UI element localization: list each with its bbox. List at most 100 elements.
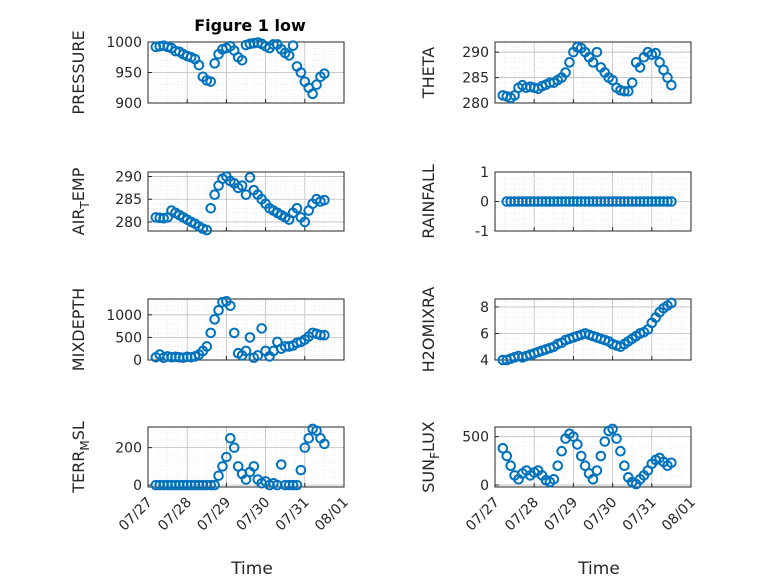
data-point	[591, 465, 603, 476]
data-point	[619, 460, 630, 472]
x-tick-label: 07/31	[273, 495, 313, 535]
x-axis-label: Time	[577, 559, 620, 579]
data-point	[248, 461, 260, 472]
data-point	[275, 459, 287, 470]
y-tick-label: 0	[480, 478, 489, 494]
y-tick-label: 0	[480, 195, 489, 211]
data-point	[666, 297, 677, 309]
y-tick-label: 950	[115, 66, 142, 82]
data-point	[221, 451, 232, 463]
data-point	[209, 479, 220, 491]
y-tick-label: 500	[115, 330, 142, 346]
x-tick-label: 07/30	[581, 495, 621, 535]
y-tick-label: 285	[462, 71, 489, 87]
data-point	[291, 479, 303, 491]
axes-border	[147, 171, 345, 232]
subplot-air-temp: 280 285 290 AIRTEMP	[69, 167, 345, 236]
data-point	[622, 86, 634, 97]
data-point	[615, 445, 626, 457]
data-point	[228, 327, 240, 339]
axes-border	[494, 41, 692, 104]
data-point	[662, 196, 673, 207]
data-point	[607, 423, 618, 435]
y-axis-label: RAINFALL	[419, 164, 438, 239]
axes-border	[494, 298, 692, 361]
x-tick-label: 08/01	[312, 495, 352, 535]
subplot-h2omixra: 4 6 8 H2OMIXRA	[419, 287, 692, 372]
data-point	[307, 88, 318, 100]
data-point	[319, 194, 330, 206]
y-axis-label: AIRTEMP	[69, 167, 92, 235]
subplot-mixdepth: 0 500 1000 MIXDEPTH	[69, 288, 345, 371]
y-axis-label: SUNFLUX	[419, 421, 442, 493]
axes-border	[147, 298, 345, 361]
data-point	[556, 445, 567, 457]
y-tick-label: 500	[462, 430, 489, 446]
data-point	[201, 224, 213, 236]
data-point	[201, 341, 213, 352]
data-point	[299, 442, 311, 453]
subplot-terr-msl: 0 200 TERRMSL 07/27 07/28 07/29 07/30 07/31 08/0…	[69, 421, 352, 579]
data-point	[319, 329, 330, 341]
x-tick-label: 07/27	[463, 495, 503, 535]
data-point	[240, 189, 252, 200]
data-point	[572, 439, 583, 450]
data-point	[236, 180, 248, 191]
data-point	[548, 473, 560, 485]
data-point	[268, 39, 279, 50]
data-point	[587, 57, 599, 68]
data-point	[666, 79, 677, 91]
x-tick-label: 07/28	[155, 495, 195, 535]
data-point	[225, 432, 236, 444]
axes-border	[494, 171, 692, 232]
data-point	[599, 436, 611, 447]
data-point	[205, 327, 217, 339]
data-point	[552, 460, 564, 472]
y-tick-label: 280	[462, 96, 489, 112]
x-axis-label: Time	[230, 559, 273, 579]
x-tick-label: 07/29	[541, 495, 581, 535]
y-tick-label: -1	[475, 224, 489, 240]
data-point	[244, 332, 256, 343]
data-point	[319, 438, 330, 450]
data-point	[225, 300, 236, 312]
y-tick-label: 8	[480, 300, 489, 316]
data-point	[205, 203, 217, 214]
data-point	[252, 350, 264, 361]
y-tick-label: 0	[133, 353, 142, 369]
y-tick-label: 900	[115, 96, 142, 112]
data-point	[256, 323, 267, 334]
subplot-sun-flux: 0 500 SUNFLUX 07/27 07/28 07/29 07/30 07/31 08/0…	[419, 421, 699, 579]
x-tick-label: 07/27	[116, 495, 156, 535]
axes-border	[494, 426, 692, 488]
data-point	[299, 216, 311, 228]
y-tick-label: 1	[480, 165, 489, 181]
y-tick-label: 290	[115, 170, 142, 186]
data-point	[315, 329, 326, 341]
data-point	[283, 50, 295, 61]
figure-title: Figure 1 low	[194, 16, 306, 35]
x-tick-label: 08/01	[659, 495, 699, 535]
data-point	[209, 189, 220, 200]
data-point	[236, 55, 248, 66]
data-point	[205, 479, 217, 491]
data-point	[209, 58, 220, 69]
y-axis-label: THETA	[419, 47, 438, 99]
data-point	[611, 433, 622, 444]
data-point	[319, 68, 330, 80]
data-point	[560, 67, 571, 78]
x-tick-label: 07/29	[194, 495, 234, 535]
y-tick-label: 280	[115, 215, 142, 231]
data-point	[587, 473, 599, 485]
data-point	[595, 450, 607, 462]
data-point	[193, 59, 205, 71]
subplot-pressure: 900 950 1000 PRESSURE	[69, 30, 345, 115]
y-tick-label: 4	[480, 353, 489, 369]
data-point	[205, 76, 217, 87]
subplot-theta: 280 285 290 THETA	[419, 41, 692, 112]
y-tick-label: 1000	[106, 35, 142, 51]
x-tick-label: 07/31	[620, 495, 660, 535]
y-tick-label: 6	[480, 326, 489, 342]
axes-border	[147, 426, 345, 488]
y-tick-label: 290	[462, 45, 489, 61]
